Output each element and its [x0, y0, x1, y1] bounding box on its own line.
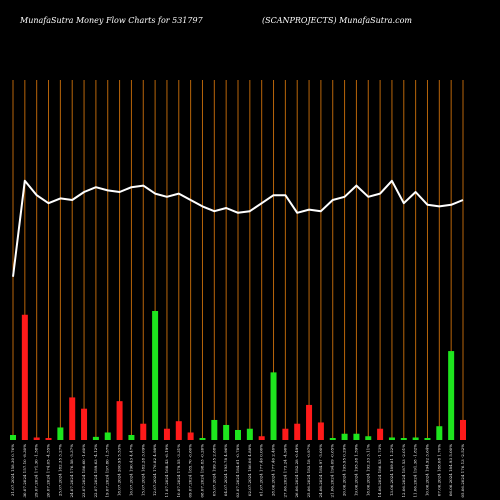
- x-tick-label: 30.07.2024 157.10 -8.30%: [22, 444, 27, 498]
- price-line-layer: [12, 179, 464, 277]
- x-tick-label: 04.07.2024 193.78 4.96%: [223, 444, 228, 496]
- money-flow-bar: [92, 436, 99, 440]
- money-flow-bar: [448, 351, 455, 440]
- x-tick-label: 25.07.2024 182.35 3.27%: [57, 444, 62, 496]
- money-flow-bar: [116, 401, 123, 440]
- x-tick-label: 12.07.2024 176.82 4.98%: [152, 444, 157, 496]
- money-flow-bar: [270, 372, 277, 440]
- x-tick-label: 01.07.2024 177.40 0.00%: [259, 444, 264, 496]
- money-flow-bar: [306, 404, 313, 440]
- x-tick-label: 07.06.2024 188.08 1.70%: [436, 444, 441, 496]
- money-flow-bar: [223, 424, 230, 440]
- x-tick-label: 31.07.2024 158.30 0.76%: [10, 444, 15, 496]
- x-tick-label: 24.07.2024 176.58 -5.37%: [69, 444, 74, 498]
- money-flow-bar: [317, 422, 324, 440]
- money-flow-bar: [235, 429, 241, 440]
- x-tick-label: 03.07.2024 184.61 -0.78%: [235, 444, 240, 498]
- x-tick-label: 10.06.2024 194.92 3.64%: [424, 444, 429, 496]
- money-flow-bar: [460, 419, 466, 440]
- money-flow-bar: [33, 437, 40, 440]
- money-flow-bar: [81, 408, 88, 440]
- money-flow-bar: [104, 432, 111, 440]
- x-tick-label: 27.06.2024 173.24 -4.96%: [282, 444, 287, 498]
- money-flow-bar: [163, 428, 170, 440]
- x-tick-label: 26.07.2024 174.05 -4.55%: [46, 444, 51, 498]
- money-flow-bar: [365, 436, 372, 440]
- x-tick-label: 18.06.2024 192.33 3.11%: [365, 444, 370, 496]
- x-tick-label: 14.06.2024 186.53 -1.73%: [377, 444, 382, 498]
- money-flow-bar: [175, 421, 182, 440]
- x-tick-label: 26.06.2024 182.28 -0.49%: [294, 444, 299, 498]
- money-flow-bar: [412, 437, 419, 440]
- money-flow-bar: [187, 432, 194, 440]
- x-tick-label: 24.06.2024 184.97 -5.00%: [318, 444, 323, 498]
- x-tick-label: 18.07.2024 200.95 5.53%: [117, 444, 122, 496]
- money-flow-bar: [388, 437, 395, 440]
- money-flow-bar: [246, 428, 253, 440]
- money-flow-bar: [140, 423, 147, 440]
- money-flow-bar: [341, 433, 348, 440]
- x-tick-label: 23.07.2024 186.60 -1.60%: [81, 444, 86, 498]
- money-flow-bar: [424, 438, 431, 440]
- x-tick-label: 22.07.2024 189.63 -4.12%: [93, 444, 98, 498]
- money-flow-bar: [211, 419, 218, 440]
- money-flow-bar: [57, 427, 64, 440]
- x-tick-label: 20.06.2024 195.95 0.29%: [342, 444, 347, 496]
- x-tick-label: 21.06.2024 194.69 -0.65%: [330, 444, 335, 498]
- money-flow-bar: [400, 438, 407, 440]
- x-tick-label: 13.06.2024 189.81 1.22%: [389, 444, 394, 496]
- money-flow-bar: [10, 434, 16, 440]
- x-tick-label: 11.07.2024 168.43 -6.19%: [164, 444, 169, 498]
- gridlines: [12, 80, 464, 440]
- money-flow-bar: [294, 423, 301, 440]
- money-flow-bar: [128, 434, 135, 440]
- money-flow-bar: [377, 428, 384, 440]
- x-tick-label: 05.06.2024 176.13 -2.52%: [460, 444, 465, 498]
- x-tick-label: 25.06.2024 183.18 -0.97%: [306, 444, 311, 498]
- chart-subtitle: (SCANPROJECTS) MunafaSutra.com: [262, 16, 412, 25]
- money-flow-bar: [436, 426, 443, 440]
- x-tick-label: 09.07.2024 185.70 -6.60%: [188, 444, 193, 498]
- money-flow-bar: [353, 433, 360, 440]
- money-flow-bar: [199, 438, 206, 440]
- x-tick-label: 12.06.2024 187.53 -2.01%: [401, 444, 406, 498]
- money-flow-bar: [45, 438, 52, 440]
- x-tick-label: 16.07.2024 190.43 4.47%: [128, 444, 133, 496]
- money-flow-bar: [258, 436, 265, 440]
- x-tick-label: 02.07.2024 186.06 4.88%: [247, 444, 252, 496]
- x-tick-label: 19.06.2024 195.38 1.59%: [353, 444, 358, 496]
- money-flow-bar: [329, 438, 336, 440]
- x-tick-label: 28.06.2024 177.40 2.40%: [271, 444, 276, 496]
- money-flow-bar: [282, 428, 289, 440]
- money-flow-bar: [21, 314, 28, 440]
- price-line: [12, 179, 464, 277]
- x-tick-label: 15.07.2024 182.28 3.09%: [140, 444, 145, 496]
- money-flow-bar: [69, 397, 76, 440]
- x-tick-label: 10.07.2024 179.55 -3.31%: [176, 444, 181, 498]
- x-tick-label: 08.07.2024 198.83 -0.26%: [199, 444, 204, 498]
- x-tick-label: 19.07.2024 197.80 -1.57%: [105, 444, 110, 498]
- x-tick-label: 11.06.2024 191.38 -1.82%: [413, 444, 418, 498]
- money-flow-bars: [10, 311, 466, 440]
- chart-title: MunafaSutra Money Flow Charts for 531797: [20, 16, 203, 25]
- x-tick-label: 29.07.2024 171.30 -1.58%: [34, 444, 39, 498]
- money-flow-bar: [152, 311, 159, 440]
- x-tick-label: 05.07.2024 199.35 2.88%: [211, 444, 216, 496]
- x-axis-labels: 31.07.2024 158.30 0.76% 30.07.2024 157.10…: [10, 444, 465, 498]
- x-tick-label: 06.06.2024 184.93 5.00%: [448, 444, 453, 496]
